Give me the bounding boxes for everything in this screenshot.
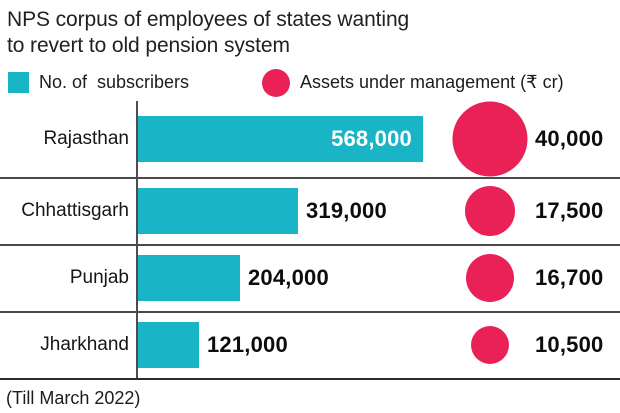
chart-row: Jharkhand 121,000 10,500: [0, 312, 620, 380]
aum-bubble: [471, 326, 509, 365]
row-label: Chhattisgarh: [21, 200, 129, 222]
subscribers-bar: [138, 188, 298, 235]
row-plot: 319,000 17,500: [136, 178, 620, 244]
footnote: (Till March 2022): [6, 387, 141, 408]
subscribers-value: 568,000: [331, 125, 412, 151]
aum-value: 17,500: [535, 198, 604, 224]
row-plot: 121,000 10,500: [136, 312, 620, 378]
row-label: Rajasthan: [43, 127, 129, 149]
subscribers-swatch-icon: [8, 72, 29, 94]
row-plot: 568,000 40,000: [136, 100, 620, 177]
chart-row: Rajasthan 568,000 40,000: [0, 100, 620, 179]
subscribers-bar: [138, 322, 199, 369]
aum-swatch-icon: [262, 68, 290, 97]
subscribers-value: 319,000: [306, 198, 387, 224]
legend-item-aum: Assets under management (₹ cr): [262, 67, 564, 99]
row-plot: 204,000 16,700: [136, 245, 620, 311]
legend-aum-label: Assets under management (₹ cr): [300, 72, 564, 93]
aum-value: 16,700: [535, 265, 604, 291]
aum-value: 40,000: [535, 125, 604, 151]
chart-title-line2: to revert to old pension system: [7, 34, 290, 58]
subscribers-bar: 568,000: [138, 115, 423, 162]
aum-bubble: [466, 254, 514, 303]
subscribers-value: 121,000: [207, 332, 288, 358]
chart-row: Punjab 204,000 16,700: [0, 245, 620, 313]
row-label: Punjab: [69, 267, 129, 289]
subscribers-value: 204,000: [248, 265, 329, 291]
aum-bubble: [465, 186, 515, 237]
aum-bubble: [452, 101, 528, 177]
subscribers-bar: [138, 255, 240, 302]
chart-title-line1: NPS corpus of employees of states wantin…: [7, 8, 410, 31]
legend-item-subscribers: No. of subscribers: [8, 67, 189, 99]
aum-value: 10,500: [535, 332, 604, 358]
chart-row: Chhattisgarh 319,000 17,500: [0, 178, 620, 246]
row-label: Jharkhand: [40, 334, 129, 356]
legend: No. of subscribers Assets under manageme…: [0, 67, 620, 99]
chart-rows: Rajasthan 568,000 40,000 Chhattisgarh 319,00…: [0, 100, 620, 380]
legend-subscribers-label: No. of subscribers: [39, 72, 190, 93]
chart-title: NPS corpus of employees of states wantin…: [0, 0, 620, 60]
